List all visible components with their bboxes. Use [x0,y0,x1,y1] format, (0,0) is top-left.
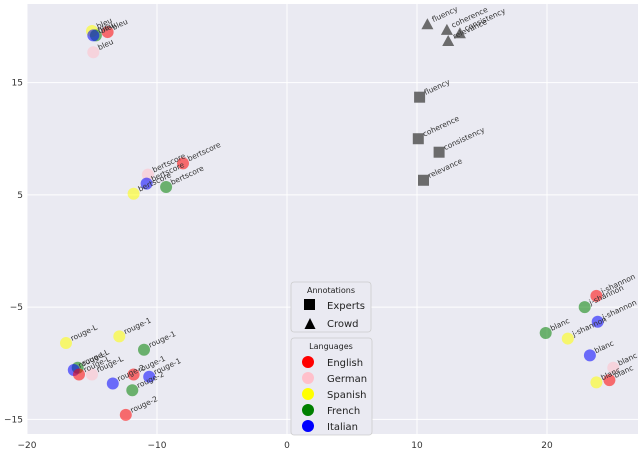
data-point-circle [140,177,153,190]
data-point-square [414,91,426,103]
legend-languages-box [290,337,373,436]
data-point-square [433,146,445,158]
legend-german-label: German [327,374,367,385]
data-point-circle [578,301,591,314]
data-point-circle [143,370,156,383]
data-point-triangle [440,23,453,35]
x-tick-label: 0 [284,441,290,451]
x-tick-label: −20 [18,441,37,451]
legend-german-marker [302,372,314,384]
data-point-circle [583,349,596,362]
y-tick-label: 5 [17,191,23,201]
data-points [60,18,620,421]
y-tick-label: 15 [12,79,23,89]
legend-annotations: Annotations Experts Crowd [290,281,372,333]
data-point-circle [177,157,189,170]
data-point-circle [119,408,132,421]
data-point-triangle [453,27,466,39]
data-point-circle [561,332,574,345]
data-point-circle [60,337,72,350]
x-tick-label: −10 [148,441,167,451]
legend-annotations-title: Annotations [307,286,355,295]
data-point-circle [126,384,139,397]
data-point-square [412,133,424,145]
data-point-circle [539,326,552,339]
data-point-circle [101,26,114,39]
axis-ticks: −20 −10 0 10 20 −15 −5 5 15 [4,79,553,451]
legend-crowd-label: Crowd [327,319,359,330]
y-tick-label: −15 [4,415,23,425]
data-point-circle [160,181,173,194]
data-point-circle [73,368,85,381]
legend-annotations-box [290,281,372,333]
x-tick-label: 20 [541,441,553,451]
data-point-circle [86,368,98,381]
data-point-circle [138,343,150,356]
data-point-triangle [442,35,455,47]
legend-spanish-label: Spanish [327,390,367,401]
legend-experts-label: Experts [327,301,365,312]
x-tick-label: 10 [411,441,423,451]
data-point-circle [603,374,616,387]
data-point-circle [590,289,603,302]
data-point-triangle [421,18,434,30]
data-point-square [418,174,429,186]
legend-french-label: French [327,406,360,417]
data-point-circle [87,46,100,59]
legend-english-marker [302,356,314,368]
legend-languages-title: Languages [309,342,353,351]
data-point-circle [591,315,604,328]
data-point-circle [106,377,119,390]
legend-english-label: English [327,358,363,369]
legend-italian-label: Italian [327,422,358,433]
data-point-circle [113,330,126,343]
legend-spanish-marker [302,388,314,400]
data-point-circle [590,376,603,389]
legend-square-marker [304,299,315,310]
legend-languages: Languages English German Spanish French … [290,337,373,436]
legend-french-marker [302,404,314,416]
data-point-circle [127,187,140,200]
data-point-circle [127,368,140,381]
data-point-circle [607,361,620,374]
data-point-circle [87,29,100,42]
legend-italian-marker [302,420,314,432]
y-tick-label: −5 [10,303,23,313]
data-point-circle [141,168,154,181]
legend-triangle-marker [304,318,316,329]
